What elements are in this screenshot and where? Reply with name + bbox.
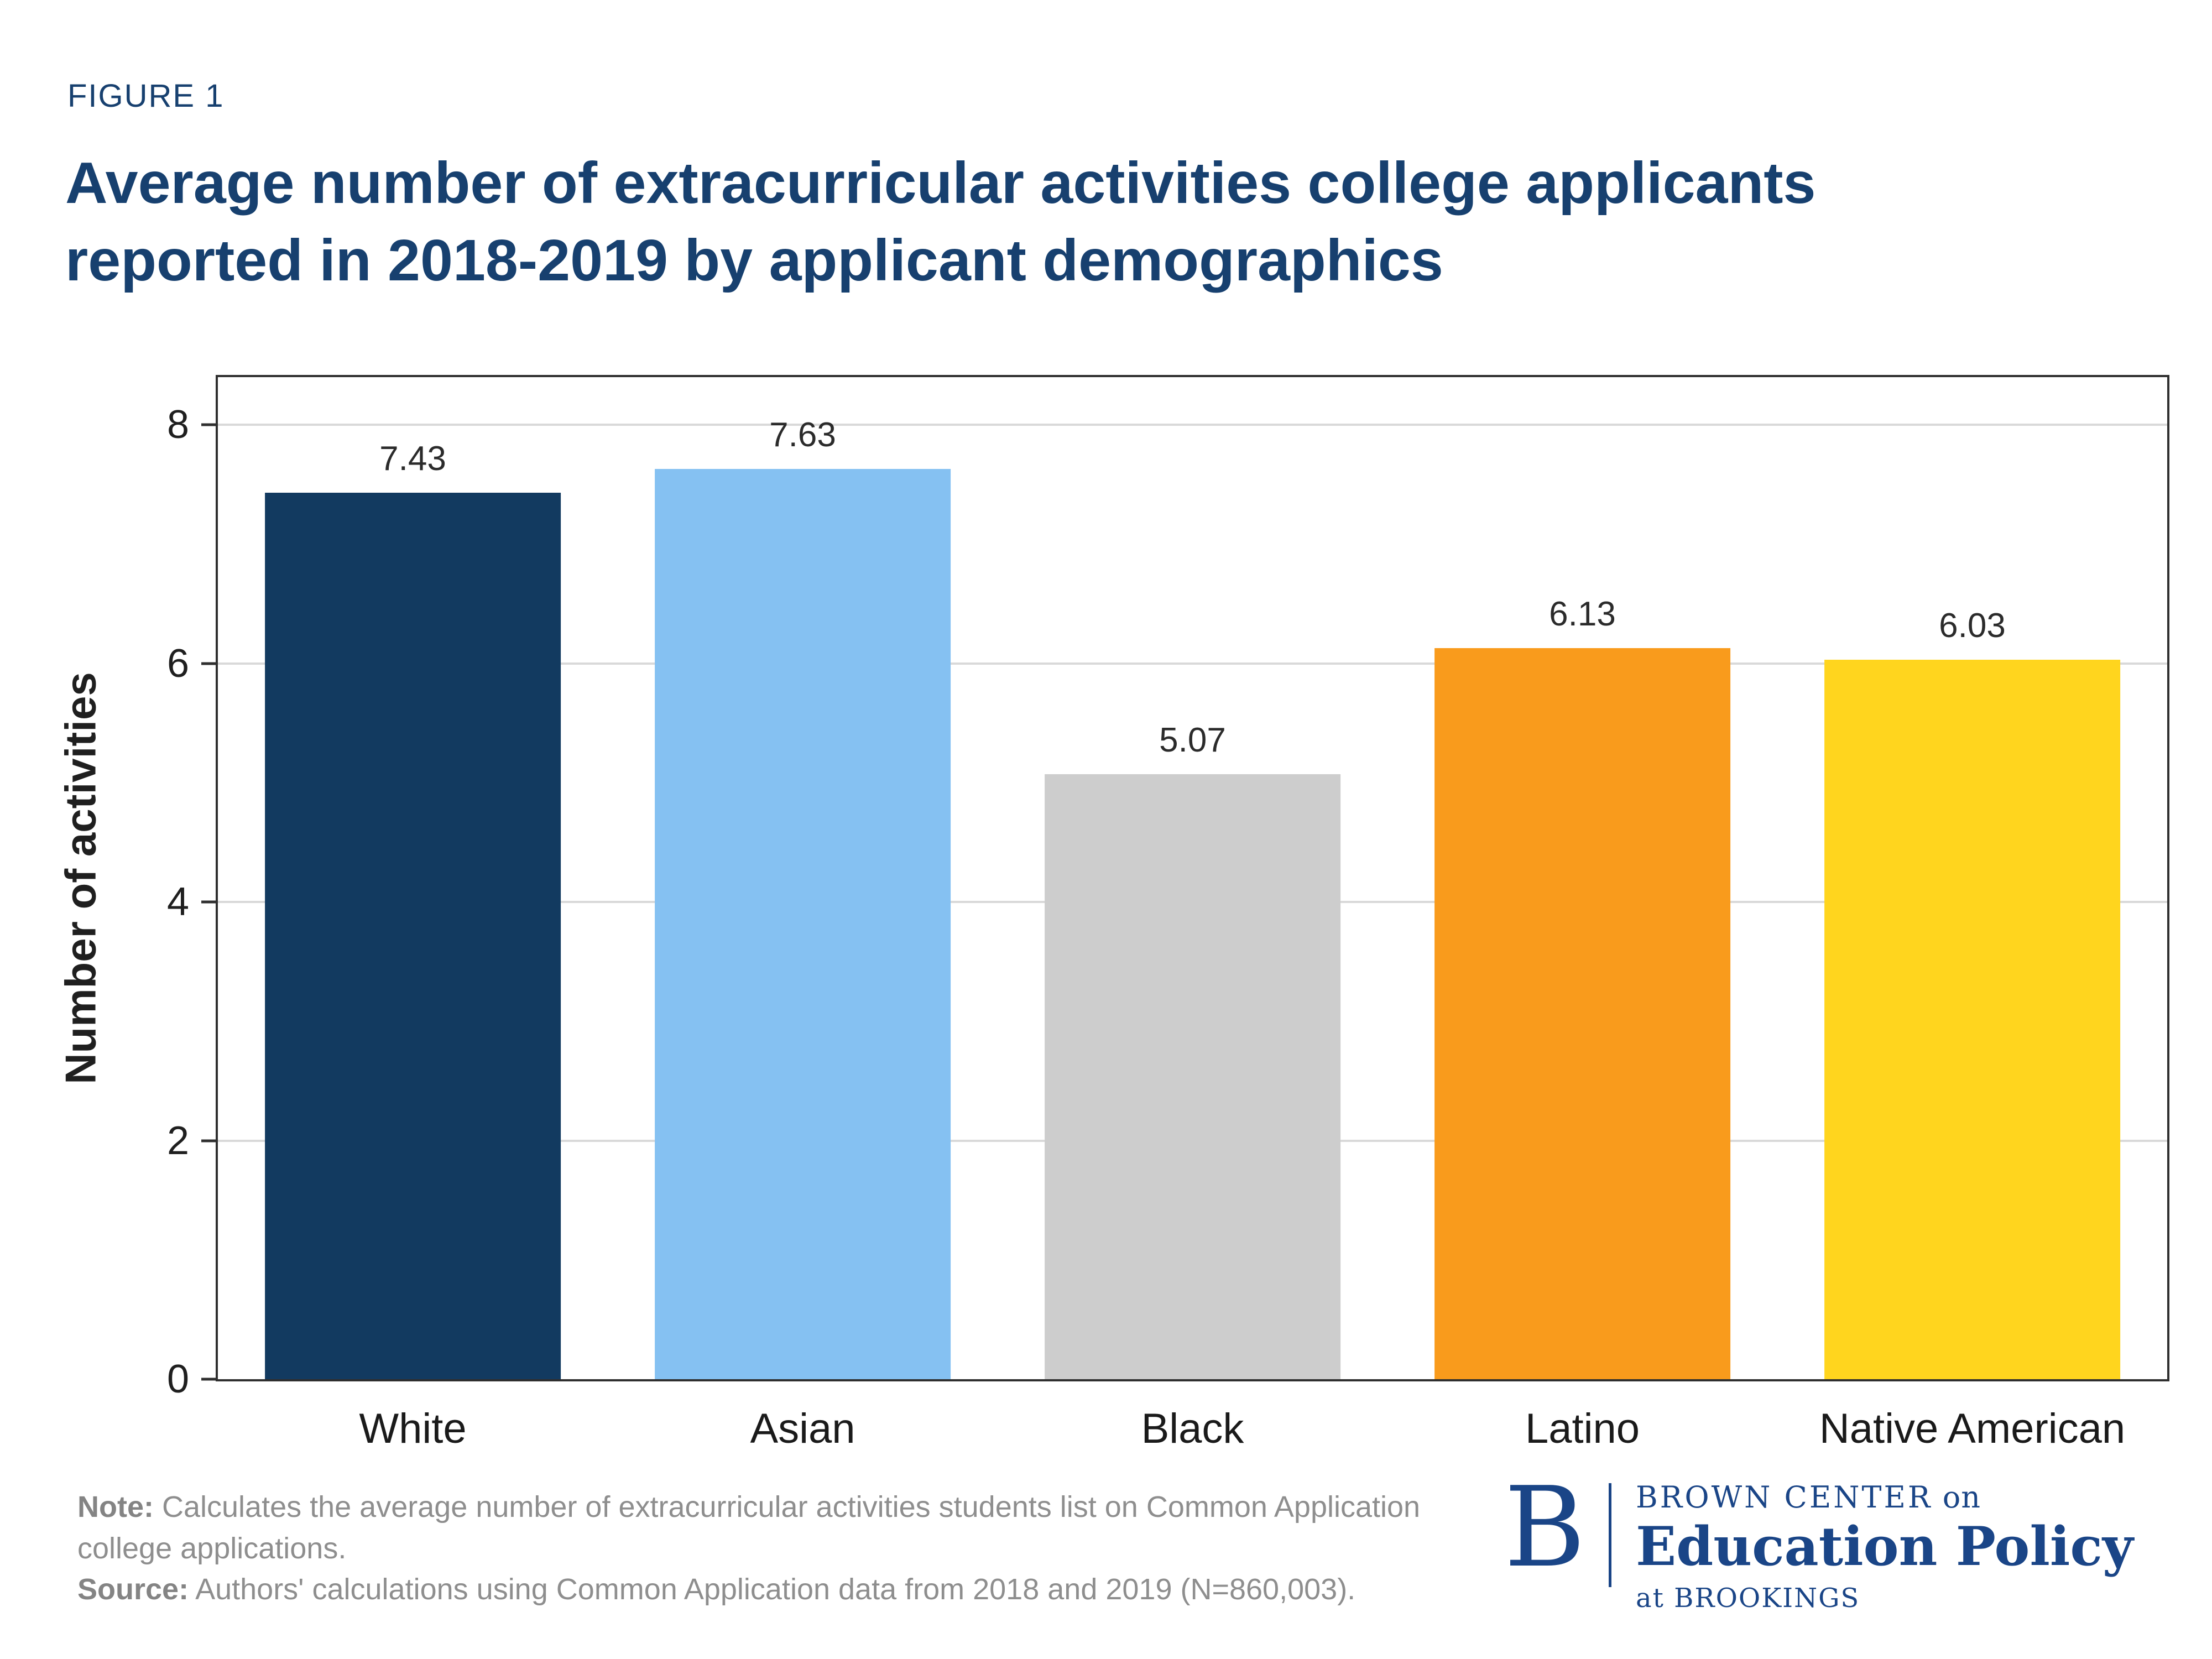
note-label: Note: bbox=[77, 1490, 154, 1524]
logo-letter-b: B bbox=[1504, 1463, 1585, 1592]
note-block: Note: Calculates the average number of e… bbox=[77, 1486, 1449, 1610]
y-tick-label-6: 6 bbox=[166, 641, 189, 686]
logo-divider bbox=[1608, 1483, 1611, 1587]
y-tick-mark-2 bbox=[201, 1139, 218, 1142]
bar-white bbox=[264, 493, 561, 1379]
logo-text: BROWN CENTER on Education Policy at BROO… bbox=[1611, 1475, 2133, 1614]
bar-native-american bbox=[1824, 660, 2121, 1379]
y-tick-mark-8 bbox=[201, 423, 218, 426]
source-line: Source: Authors' calculations using Comm… bbox=[77, 1569, 1449, 1610]
bar-value-black: 5.07 bbox=[1159, 721, 1226, 760]
x-axis-label-latino: Latino bbox=[1525, 1405, 1640, 1452]
x-axis-label-white: White bbox=[359, 1405, 467, 1452]
source-text: Authors' calculations using Common Appli… bbox=[189, 1573, 1356, 1606]
y-tick-mark-6 bbox=[201, 662, 218, 665]
bar-value-native-american: 6.03 bbox=[1939, 607, 2006, 645]
x-axis-label-asian: Asian bbox=[750, 1405, 855, 1452]
note-text: Calculates the average number of extracu… bbox=[77, 1490, 1421, 1565]
x-axis-label-native-american: Native American bbox=[1819, 1405, 2126, 1452]
logo-line-brown-center: BROWN CENTER on bbox=[1635, 1480, 1981, 1515]
chart-title-line1: Average number of extracurricular activi… bbox=[65, 150, 1816, 216]
bar-value-asian: 7.63 bbox=[769, 416, 836, 455]
figure-label: FIGURE 1 bbox=[67, 78, 225, 114]
x-axis-label-black: Black bbox=[1141, 1405, 1244, 1452]
bar-asian bbox=[654, 469, 951, 1379]
y-tick-mark-0 bbox=[201, 1378, 218, 1381]
y-tick-mark-4 bbox=[201, 900, 218, 904]
logo-line-at-brookings: at BROOKINGS bbox=[1635, 1582, 1860, 1614]
source-label: Source: bbox=[77, 1573, 189, 1606]
y-tick-label-4: 4 bbox=[166, 880, 189, 925]
logo-line-education-policy: Education Policy bbox=[1635, 1515, 2133, 1578]
gridline-6 bbox=[218, 662, 2167, 665]
y-tick-label-0: 0 bbox=[166, 1357, 189, 1401]
y-axis-label: Number of activities bbox=[56, 672, 105, 1084]
brookings-logo: B BROWN CENTER on Education Policy at BR… bbox=[1504, 1463, 2133, 1614]
bar-chart-plot-area: Number of activities 0 2 4 6 8 7.43 White 7.63 A… bbox=[56, 375, 2169, 1452]
bar-black bbox=[1044, 774, 1341, 1379]
y-tick-label-2: 2 bbox=[166, 1118, 189, 1163]
note-line: Note: Calculates the average number of e… bbox=[77, 1486, 1449, 1569]
gridline-8 bbox=[218, 424, 2167, 426]
bar-latino bbox=[1434, 648, 1731, 1379]
y-tick-label-8: 8 bbox=[166, 403, 189, 447]
chart-title: Average number of extracurricular activi… bbox=[65, 145, 2111, 300]
bar-value-latino: 6.13 bbox=[1549, 594, 1616, 633]
chart-title-line2: reported in 2018-2019 by applicant demog… bbox=[65, 227, 1443, 293]
bar-value-white: 7.43 bbox=[379, 440, 446, 478]
